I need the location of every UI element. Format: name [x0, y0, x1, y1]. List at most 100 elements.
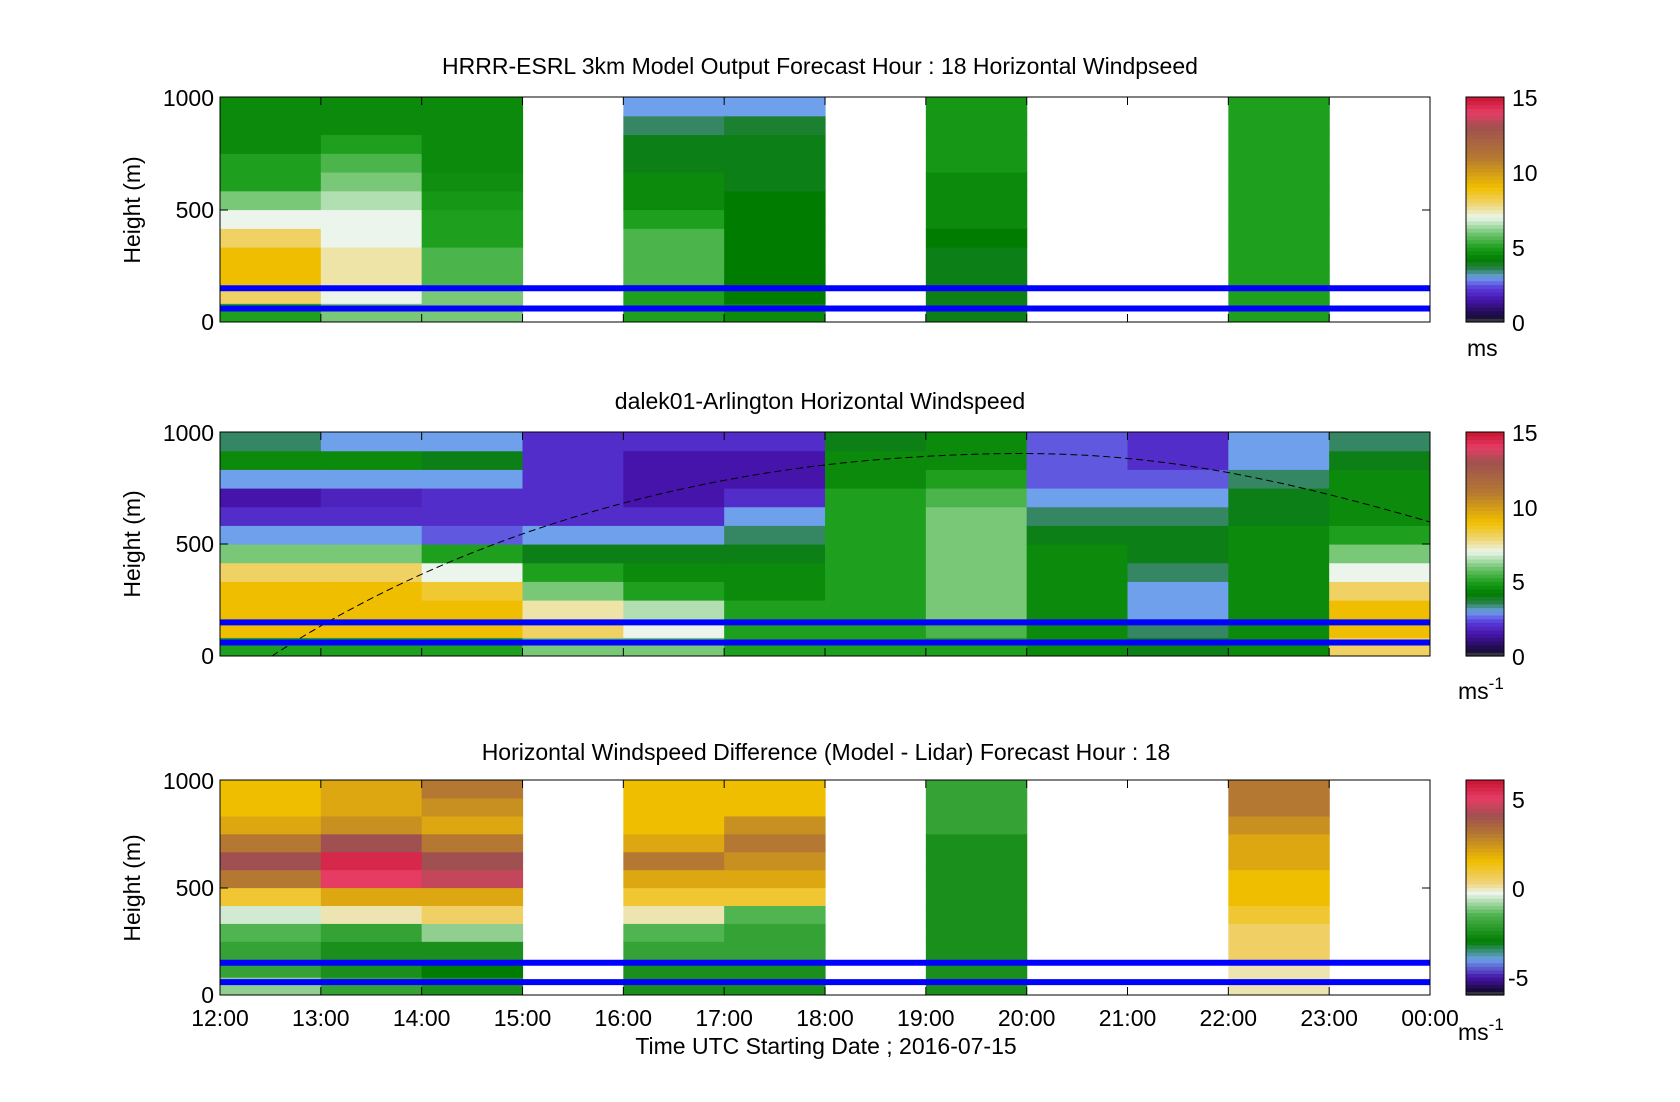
panel-model-colorbar-segment	[1466, 277, 1504, 282]
panel-model-cell	[421, 209, 524, 229]
panel-difference-cell	[623, 851, 725, 871]
panel-lidar-colorbar-segment	[1466, 495, 1504, 500]
panel-model-cell	[421, 247, 524, 267]
panel-model-colorbar-segment	[1466, 175, 1504, 181]
panel-difference: Horizontal Windspeed Difference (Model -…	[119, 739, 1528, 1045]
panel-lidar-cell	[724, 432, 826, 452]
panel-lidar-cell	[421, 432, 524, 452]
panel-model-colorbar-segment	[1466, 254, 1504, 259]
panel-difference-colorbar-segment	[1466, 801, 1504, 806]
panel-model-cell	[925, 115, 1028, 136]
panel-model-colorbar-segment	[1466, 119, 1504, 124]
panel-difference-colorbar-unit-exponent: -1	[1489, 1015, 1504, 1034]
panel-lidar-cell	[925, 562, 1028, 582]
panel-lidar-cell	[220, 450, 322, 470]
panel-difference-cell	[925, 905, 1028, 924]
panel-lidar-cell	[320, 469, 423, 489]
panel-lidar-cell	[825, 600, 927, 620]
panel-lidar-y-tick-0: 0	[201, 643, 214, 669]
panel-model-colorbar-segment	[1466, 194, 1504, 199]
panel-model-colorbar-segment	[1466, 280, 1504, 286]
panel-lidar-cell	[1127, 581, 1229, 601]
panel-difference-y-tick-0: 0	[201, 982, 214, 1008]
panel-difference-cbar-tick-0: 0	[1512, 876, 1525, 902]
panel-difference-colorbar-segment	[1466, 858, 1504, 864]
panel-difference-colorbar-segment	[1466, 830, 1504, 835]
panel-model-cell	[220, 153, 322, 173]
panel-lidar-colorbar-segment	[1466, 476, 1504, 482]
panel-model-cell	[724, 134, 826, 154]
panel-model-colorbar-segment	[1466, 168, 1504, 173]
panel-model: HRRR-ESRL 3km Model Output Forecast Hour…	[119, 53, 1538, 361]
panel-lidar-colorbar-segment	[1466, 439, 1504, 444]
panel-difference-colorbar-segment	[1466, 926, 1504, 932]
panel-difference-colorbar-segment	[1466, 815, 1504, 821]
panel-lidar-cbar-tick-10: 10	[1512, 495, 1538, 521]
panel-model-title: HRRR-ESRL 3km Model Output Forecast Hour…	[442, 53, 1198, 79]
panel-model-colorbar	[1466, 97, 1504, 323]
panel-difference-cell	[724, 797, 826, 817]
panel-difference-title: Horizontal Windspeed Difference (Model -…	[482, 739, 1171, 765]
panel-difference-colorbar-segment	[1466, 959, 1504, 964]
panel-lidar-cell	[623, 562, 725, 582]
panel-model-reference-lines	[220, 285, 1430, 312]
panel-difference-cell	[421, 851, 524, 871]
panel-lidar-colorbar-segment	[1466, 502, 1504, 508]
panel-lidar-cell	[1026, 506, 1129, 526]
panel-lidar-colorbar-segment	[1466, 432, 1504, 437]
panel-lidar-cell	[825, 544, 927, 564]
panel-lidar-cell	[1228, 525, 1330, 545]
panel-lidar-cell	[825, 562, 927, 582]
panel-difference-colorbar-segment	[1466, 833, 1504, 838]
panel-lidar-cell	[1329, 432, 1430, 452]
panel-lidar-ylabel: Height (m)	[119, 490, 145, 597]
panel-model-colorbar-segment	[1466, 310, 1504, 316]
panel-lidar-cell	[1228, 600, 1330, 620]
panel-difference-colorbar-segment	[1466, 794, 1504, 799]
panel-difference-cell	[724, 833, 826, 853]
panel-difference-colorbar-segment	[1466, 826, 1504, 831]
panel-difference-cell	[421, 887, 524, 907]
panel-difference-cell	[925, 833, 1028, 853]
panel-model-cell	[925, 172, 1028, 192]
panel-model-colorbar-segment	[1466, 250, 1504, 256]
panel-model-colorbar-segment	[1466, 269, 1504, 274]
panel-lidar-cell	[1127, 600, 1229, 620]
panel-lidar-colorbar-segment	[1466, 532, 1504, 538]
panel-lidar-colorbar-unit: ms	[1458, 678, 1489, 704]
panel-lidar-cell	[1329, 506, 1430, 526]
panel-difference-colorbar-segment	[1466, 869, 1504, 874]
panel-lidar-cell	[421, 525, 524, 545]
panel-model-colorbar-frame	[1465, 96, 1505, 323]
panel-model-colorbar-segment	[1466, 149, 1504, 154]
panel-model-cbar-tick-0: 0	[1512, 310, 1525, 336]
panel-lidar-cell	[320, 432, 423, 452]
panel-difference-colorbar-segment	[1466, 987, 1504, 993]
panel-lidar-cell	[1026, 469, 1129, 489]
panel-model-colorbar-segment	[1466, 232, 1504, 237]
panel-lidar-colorbar-segment	[1466, 488, 1504, 493]
panel-model-cell	[320, 134, 423, 154]
panel-difference-colorbar-segment	[1466, 934, 1504, 939]
panel-model-cell	[724, 228, 826, 248]
panel-model-colorbar-segment	[1466, 130, 1504, 136]
panel-difference-colorbar-frame	[1465, 779, 1505, 996]
panel-difference-cell	[724, 815, 826, 835]
panel-lidar-cell	[1329, 581, 1430, 601]
panel-model-cell	[320, 190, 423, 211]
panel-difference-colorbar-segment	[1466, 952, 1504, 957]
panel-model-colorbar-segment	[1466, 179, 1504, 184]
panel-difference-colorbar-segment	[1466, 898, 1504, 903]
panel-lidar-colorbar-segment	[1466, 607, 1504, 612]
panel-lidar-cell	[320, 450, 423, 470]
panel-difference-cell	[925, 887, 1028, 907]
panel-difference-cell	[421, 923, 524, 942]
panel-lidar-colorbar-segment	[1466, 614, 1504, 620]
panel-model-cell	[623, 247, 725, 267]
panel-model-cell	[421, 134, 524, 154]
panel-model-cell	[220, 247, 322, 267]
panel-lidar-cell	[925, 488, 1028, 508]
panel-lidar-cell	[724, 581, 826, 601]
panel-lidar-cell	[421, 506, 524, 526]
panel-model-colorbar-segment	[1466, 224, 1504, 229]
